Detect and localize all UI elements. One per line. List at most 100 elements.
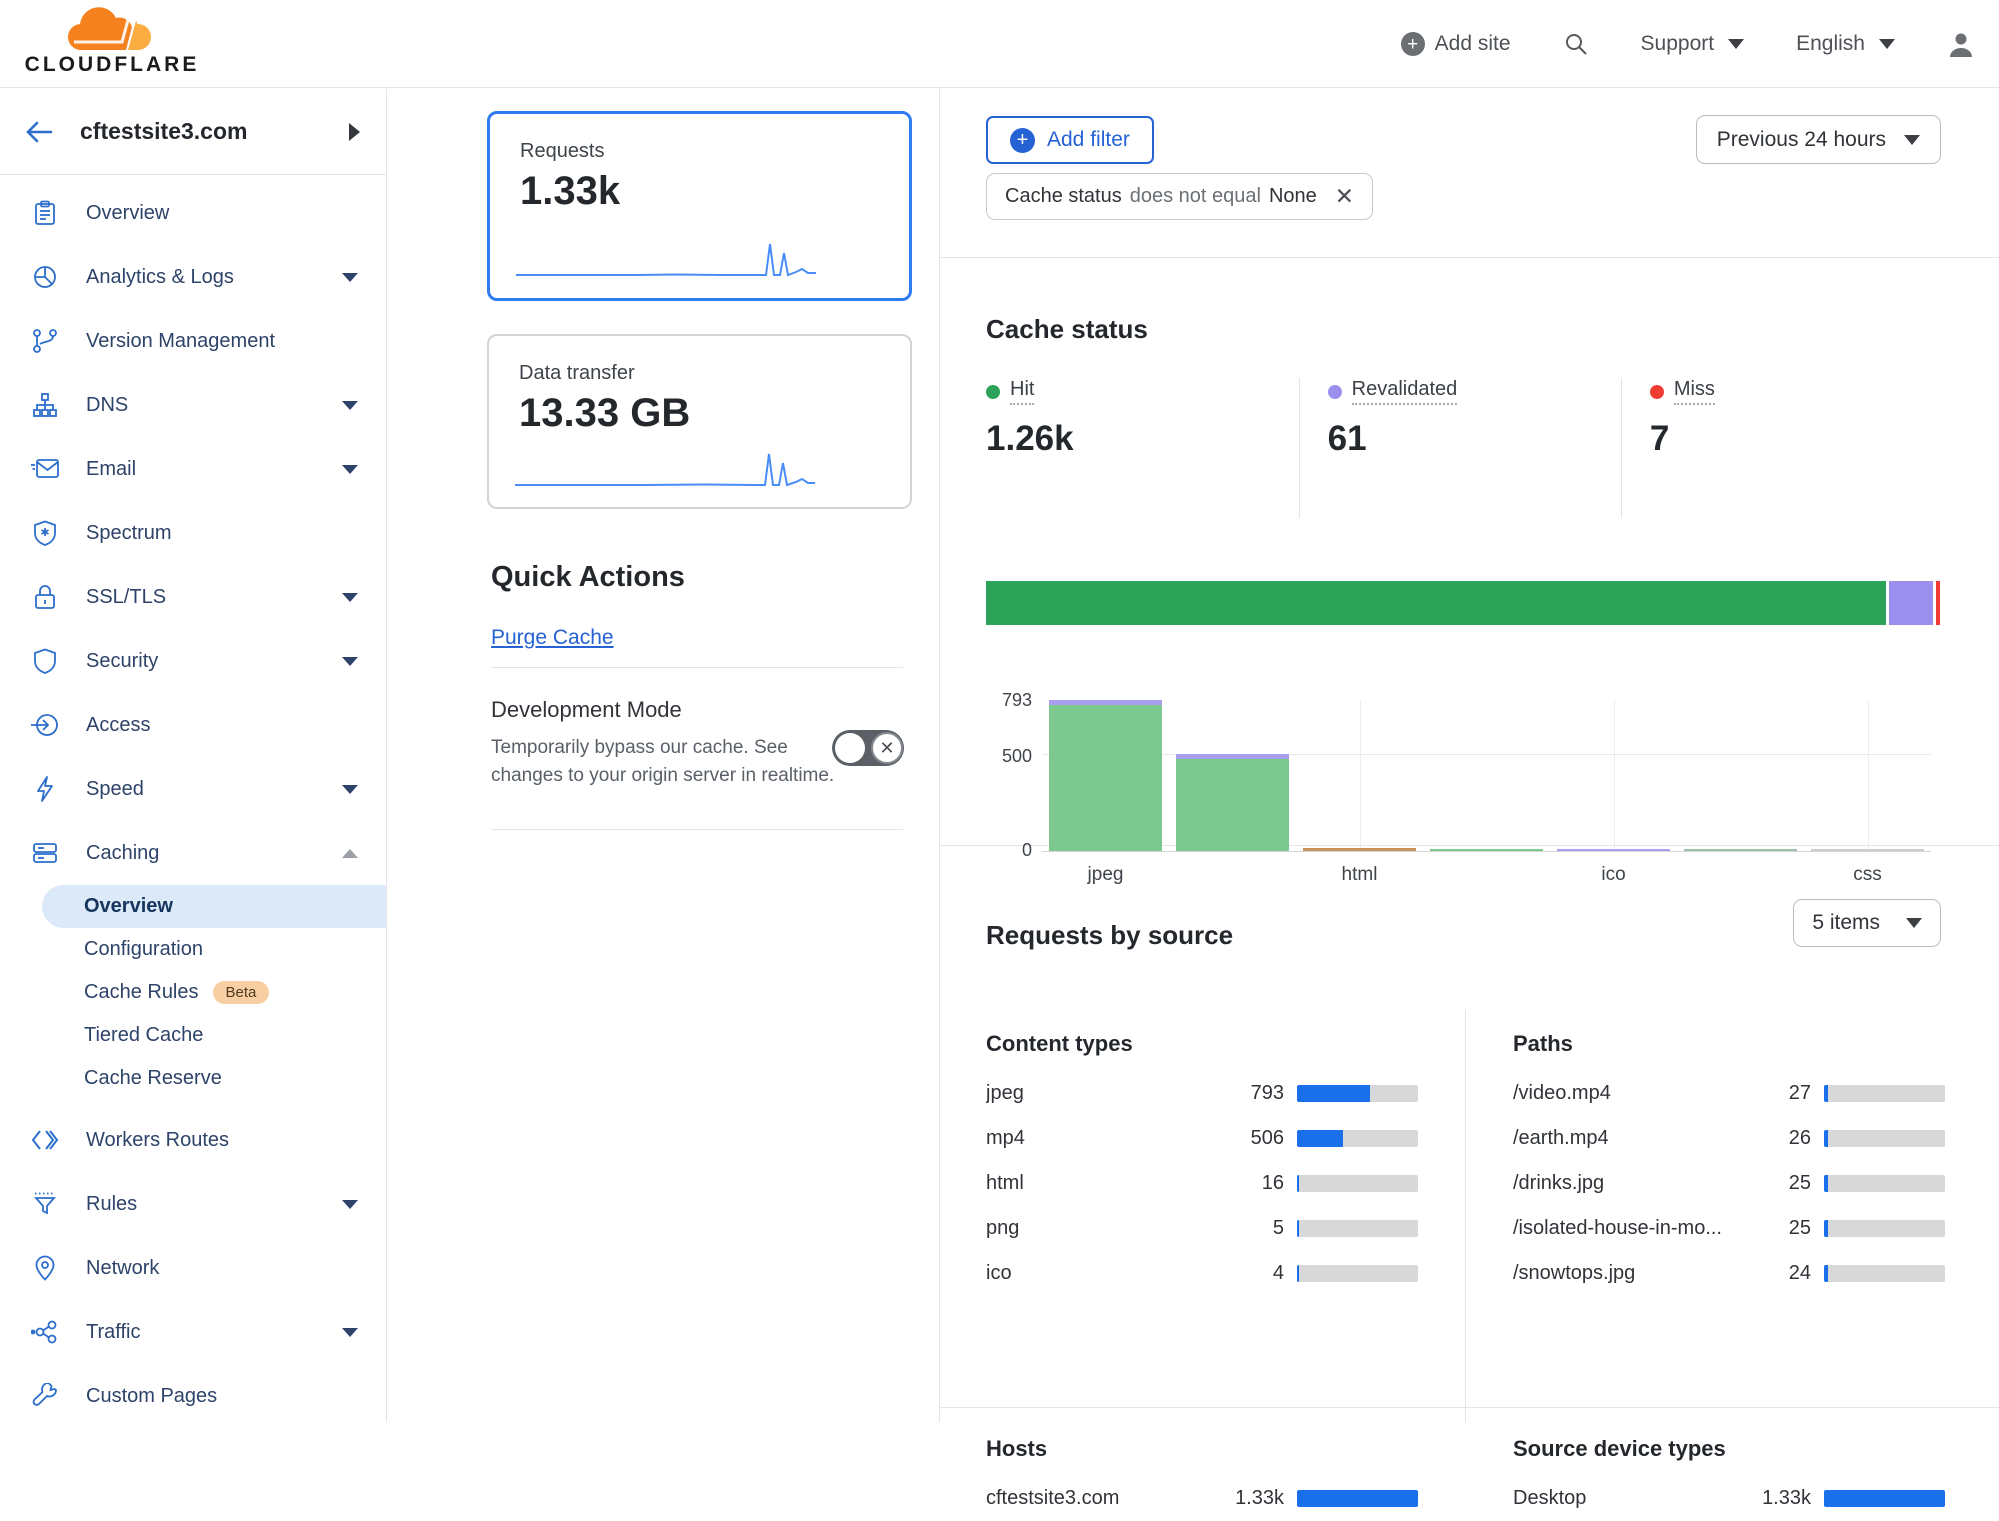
support-menu[interactable]: Support [1641, 32, 1745, 56]
shield-icon [30, 648, 60, 674]
sidebar-item-ssl-tls[interactable]: SSL/TLS [0, 565, 386, 629]
filter-value: None [1269, 185, 1317, 208]
source-device-types-title: Source device types [1513, 1436, 1945, 1462]
sidebar-subitem-caching-overview[interactable]: Overview [42, 885, 386, 928]
items-count-dropdown[interactable]: 5 items [1793, 899, 1941, 947]
data-transfer-metric-card[interactable]: Data transfer 13.33 GB [487, 334, 912, 509]
sidebar-item-rules[interactable]: Rules [0, 1172, 386, 1236]
chevron-down-icon [342, 1200, 358, 1209]
filter-operator: does not equal [1130, 185, 1261, 208]
row-label: /video.mp4 [1513, 1082, 1750, 1105]
chevron-down-icon [342, 785, 358, 794]
hit-value: 1.26k [986, 419, 1299, 459]
row-label: html [986, 1172, 1223, 1195]
sidebar-item-custom-pages[interactable]: Custom Pages [0, 1364, 386, 1428]
add-site-button[interactable]: + Add site [1401, 32, 1511, 56]
brand-wordmark: CLOUDFLARE [22, 53, 202, 77]
row-value: 506 [1223, 1127, 1284, 1150]
sidebar-item-traffic[interactable]: Traffic [0, 1300, 386, 1364]
row-value: 1.33k [1750, 1487, 1811, 1510]
purge-cache-link[interactable]: Purge Cache [491, 626, 614, 650]
row-bar [1824, 1490, 1945, 1507]
table-row: /isolated-house-in-mo...25 [1513, 1206, 1945, 1251]
chevron-down-icon [342, 465, 358, 474]
revalidated-label[interactable]: Revalidated [1352, 378, 1458, 405]
sidebar-subitem-cache-rules[interactable]: Cache Rules Beta [0, 971, 386, 1014]
row-label: /isolated-house-in-mo... [1513, 1217, 1750, 1240]
sidebar-nav: Overview Analytics & Logs Version Manage… [0, 175, 386, 1428]
chevron-right-icon[interactable] [349, 123, 360, 141]
legend-miss: Miss 7 [1621, 378, 1943, 518]
requests-by-source-section: Requests by source 5 items Content types… [940, 846, 1999, 1422]
sidebar-subitem-configuration[interactable]: Configuration [0, 928, 386, 971]
analytics-icon [30, 264, 60, 290]
summary-column: Requests 1.33k Data transfer 13.33 GB Qu… [388, 89, 939, 1422]
chevron-down-icon [1879, 39, 1895, 49]
sidebar-item-access[interactable]: Access [0, 693, 386, 757]
revalidated-value: 61 [1328, 419, 1621, 459]
account-menu[interactable] [1947, 30, 1975, 58]
content-types-title: Content types [986, 1031, 1418, 1057]
sidebar-item-dns[interactable]: DNS [0, 373, 386, 437]
time-range-dropdown[interactable]: Previous 24 hours [1696, 115, 1941, 164]
row-label: mp4 [986, 1127, 1223, 1150]
cloudflare-logo[interactable]: CLOUDFLARE [22, 6, 202, 77]
add-filter-button[interactable]: + Add filter [986, 116, 1154, 164]
sidebar-item-network[interactable]: Network [0, 1236, 386, 1300]
y-tick-500: 500 [986, 746, 1032, 767]
bar-jpeg [1042, 700, 1169, 851]
hosts-title: Hosts [986, 1436, 1418, 1462]
sidebar-subitem-tiered-cache[interactable]: Tiered Cache [0, 1014, 386, 1057]
revalidated-dot-icon [1328, 385, 1342, 399]
cache-status-filter-chip[interactable]: Cache status does not equal None ✕ [986, 173, 1373, 220]
back-arrow-icon[interactable] [24, 120, 54, 144]
development-mode-description: Temporarily bypass our cache. See change… [491, 734, 839, 790]
row-label: png [986, 1217, 1223, 1240]
development-mode-toggle[interactable]: ✕ [832, 730, 904, 766]
sidebar-item-email[interactable]: Email [0, 437, 386, 501]
site-header: cftestsite3.com [0, 89, 386, 175]
sidebar-item-analytics-logs[interactable]: Analytics & Logs [0, 245, 386, 309]
miss-label[interactable]: Miss [1674, 378, 1715, 405]
toggle-knob [835, 733, 865, 763]
sidebar-item-workers-routes[interactable]: Workers Routes [0, 1108, 386, 1172]
sidebar-item-version-management[interactable]: Version Management [0, 309, 386, 373]
sidebar-subitem-cache-reserve[interactable]: Cache Reserve [0, 1057, 386, 1100]
remove-filter-icon[interactable]: ✕ [1335, 183, 1354, 210]
requests-sparkline [516, 238, 816, 282]
sidebar-item-spectrum[interactable]: Spectrum [0, 501, 386, 565]
cache-status-title: Cache status [986, 314, 1148, 345]
row-bar [1297, 1175, 1418, 1192]
sidebar-item-speed[interactable]: Speed [0, 757, 386, 821]
filter-field: Cache status [1005, 185, 1122, 208]
hit-label[interactable]: Hit [1010, 378, 1034, 405]
row-value: 16 [1223, 1172, 1284, 1195]
dns-tree-icon [30, 392, 60, 418]
cache-status-distribution-bar [986, 581, 1943, 625]
divider [1465, 1010, 1466, 1422]
sidebar-item-security[interactable]: Security [0, 629, 386, 693]
sidebar-item-overview[interactable]: Overview [0, 181, 386, 245]
sidebar-item-caching[interactable]: Caching [0, 821, 386, 885]
search-button[interactable] [1563, 31, 1589, 57]
lock-icon [30, 584, 60, 610]
divider [940, 1407, 1999, 1408]
cache-status-legend: Hit 1.26k Revalidated 61 Miss 7 [986, 378, 1943, 518]
plus-icon: + [1401, 32, 1425, 56]
bar-unlabeled [1169, 700, 1296, 851]
row-value: 4 [1223, 1262, 1284, 1285]
distribution-segment-revalidated [1889, 581, 1933, 625]
site-name: cftestsite3.com [80, 118, 247, 145]
row-value: 793 [1223, 1082, 1284, 1105]
language-menu[interactable]: English [1796, 32, 1895, 56]
requests-metric-card[interactable]: Requests 1.33k [487, 111, 912, 301]
y-tick-793: 793 [986, 690, 1032, 711]
row-label: Desktop [1513, 1487, 1750, 1510]
